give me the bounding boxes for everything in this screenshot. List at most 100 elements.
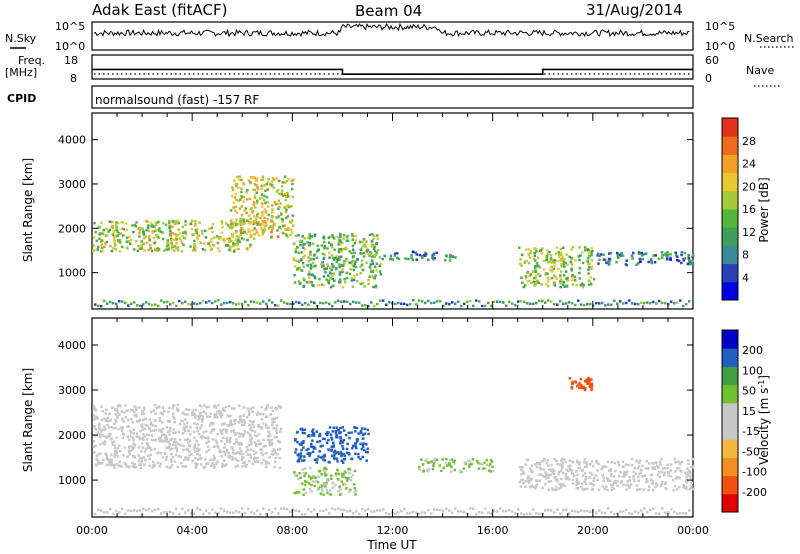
echo-cell — [136, 249, 140, 253]
echo-cell — [424, 511, 427, 515]
echo-cell — [348, 468, 351, 471]
echo-cell — [170, 452, 173, 456]
echo-cell — [604, 258, 607, 262]
echo-cell — [287, 205, 291, 209]
echo-cell — [294, 248, 298, 251]
echo-cell — [375, 262, 379, 266]
echo-cell — [145, 438, 149, 441]
echo-cell — [164, 223, 168, 226]
echo-cell — [560, 459, 563, 463]
echo-cell — [625, 301, 628, 305]
echo-cell — [450, 458, 454, 461]
echo-cell — [359, 457, 362, 461]
echo-cell — [229, 436, 232, 440]
echo-cell — [172, 301, 175, 305]
echo-cell — [340, 508, 343, 511]
echo-cell — [249, 217, 252, 220]
echo-cell — [308, 233, 311, 236]
echo-cell — [278, 179, 281, 183]
echo-cell — [558, 487, 561, 490]
echo-cell — [641, 464, 644, 468]
echo-cell — [114, 223, 118, 226]
echo-cell — [362, 238, 366, 241]
echo-cell — [297, 234, 300, 237]
echo-cell — [551, 487, 554, 490]
echo-cell — [519, 258, 522, 261]
echo-cell — [623, 473, 626, 476]
echo-cell — [290, 231, 294, 234]
echo-cell — [359, 282, 362, 286]
echo-cell — [182, 411, 185, 414]
echo-cell — [308, 270, 311, 273]
echo-cell — [137, 445, 141, 449]
echo-cell — [213, 466, 216, 469]
echo-cell — [656, 474, 660, 477]
echo-cell — [126, 425, 129, 428]
nave-tick-bottom: 0 — [705, 72, 712, 85]
echo-cell — [557, 267, 560, 271]
echo-cell — [204, 430, 208, 433]
echo-cell — [238, 302, 241, 305]
echo-cell — [252, 219, 256, 223]
echo-cell — [359, 272, 362, 275]
echo-cell — [590, 382, 594, 385]
echo-cell — [674, 251, 677, 254]
echo-cell — [646, 479, 649, 483]
echo-cell — [601, 465, 604, 468]
echo-cell — [432, 464, 435, 468]
echo-cell — [188, 439, 192, 442]
echo-cell — [590, 378, 593, 381]
echo-cell — [318, 450, 321, 453]
echo-cell — [597, 488, 601, 492]
echo-cell — [150, 438, 154, 442]
echo-cell — [613, 481, 616, 484]
echo-cell — [187, 456, 191, 460]
echo-cell — [575, 460, 579, 464]
echo-cell — [630, 457, 634, 461]
echo-cell — [107, 458, 111, 461]
echo-cell — [94, 444, 98, 448]
echo-cell — [341, 472, 344, 476]
echo-cell — [242, 433, 246, 436]
echo-cell — [371, 233, 374, 236]
echo-cell — [313, 458, 317, 461]
echo-cell — [256, 199, 259, 203]
echo-cell — [279, 427, 283, 431]
echo-cell — [338, 273, 342, 276]
echo-cell — [639, 260, 642, 263]
echo-cell — [523, 513, 526, 516]
echo-cell — [378, 270, 382, 273]
echo-cell — [148, 302, 151, 306]
echo-cell — [242, 195, 245, 199]
date-label: 31/Aug/2014 — [586, 1, 683, 19]
echo-cell — [303, 428, 307, 431]
echo-cell — [570, 468, 574, 472]
echo-cell — [110, 225, 114, 229]
echo-cell — [666, 466, 669, 470]
echo-cell — [440, 469, 443, 473]
echo-cell — [260, 461, 263, 465]
echo-cell — [312, 447, 316, 450]
echo-cell — [571, 472, 574, 475]
echo-cell — [170, 239, 173, 242]
echo-cell — [257, 433, 261, 436]
echo-cell — [160, 512, 163, 515]
echo-cell — [148, 457, 151, 461]
echo-cell — [273, 435, 276, 439]
echo-cell — [244, 219, 248, 223]
echo-cell — [210, 237, 213, 241]
velocity-ylabel: Slant Range [km] — [21, 368, 35, 472]
echo-cell — [307, 256, 310, 259]
echo-cell — [249, 428, 252, 432]
echo-cell — [595, 301, 598, 305]
echo-cell — [278, 456, 281, 460]
echo-cell — [658, 471, 661, 474]
echo-cell — [231, 188, 235, 192]
echo-cell — [271, 211, 274, 214]
echo-cell — [136, 420, 139, 423]
echo-cell — [616, 480, 619, 483]
echo-cell — [310, 300, 313, 304]
echo-cell — [256, 213, 259, 217]
echo-cell — [242, 220, 245, 224]
echo-cell — [487, 511, 490, 514]
